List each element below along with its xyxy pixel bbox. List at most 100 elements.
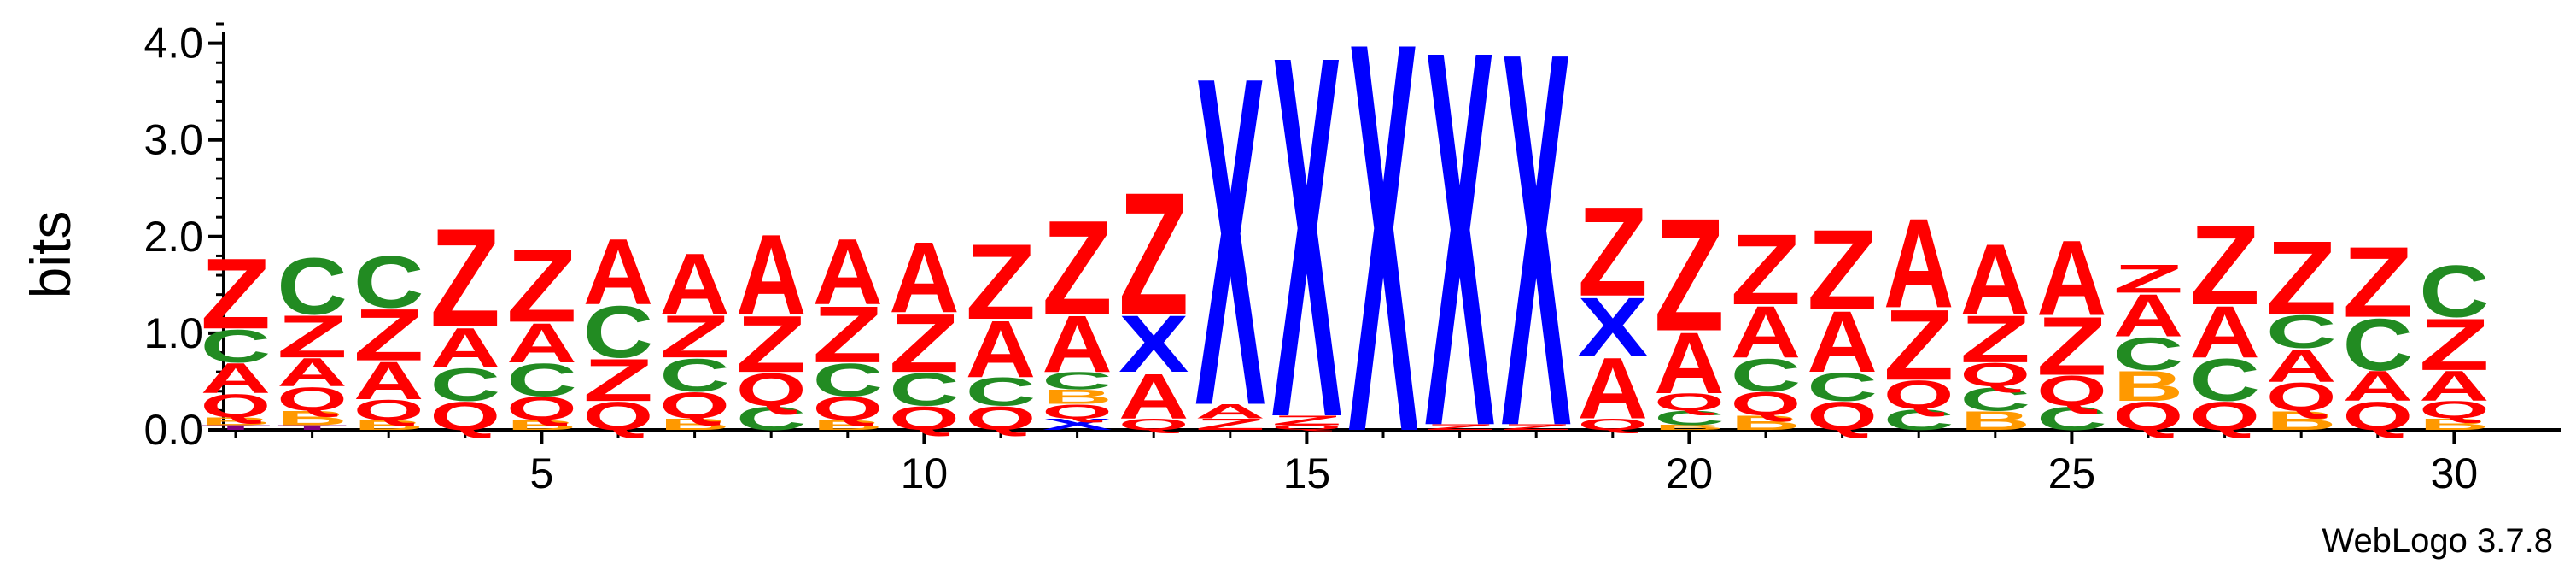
logo-letter: Z [2419, 303, 2489, 386]
x-tick-label: 20 [1666, 450, 1714, 497]
logo-letter: Z [353, 294, 423, 377]
position-stack: X [1348, 0, 1419, 549]
logo-letter: Q [889, 400, 959, 438]
x-tick-label: 5 [529, 450, 553, 497]
logo-letter: Q [2343, 394, 2413, 438]
weblogo-version-label: WebLogo 3.7.8 [2322, 522, 2553, 560]
logo-letter: C [1960, 380, 2030, 418]
logo-letter: Q [1731, 385, 1801, 423]
logo-letter: Z [813, 290, 883, 379]
logo-letter: B [201, 415, 271, 427]
logo-letter: A [277, 350, 347, 395]
logo-letter: Q [201, 387, 271, 425]
logo-letter: Q [1807, 394, 1877, 438]
logo-letter: A [966, 304, 1036, 394]
logo-letter: C [2189, 347, 2259, 414]
logo-letter: Q [1271, 424, 1341, 432]
logo-letter: B [1731, 412, 1801, 434]
logo-letter: A [2266, 339, 2336, 391]
x-tick-label: 15 [1283, 450, 1331, 497]
logo-letter: Q [659, 385, 729, 426]
logo-letter: Z [1195, 415, 1265, 433]
y-axis-label: bits [19, 211, 82, 299]
logo-letter: Z [1960, 302, 2030, 377]
logo-letter: C [736, 400, 806, 438]
logo-letter: Z [1731, 213, 1801, 326]
logo-letter: X [1195, 0, 1266, 504]
y-tick-label: 3.0 [143, 116, 203, 164]
logo-letter: C [430, 358, 500, 410]
logo-letter: T [201, 424, 271, 432]
y-axis: 0.0 1.0 2.0 3.0 4.0 [143, 20, 225, 454]
position-stack: ZX [1501, 0, 1572, 538]
logo-letter: C [2343, 303, 2413, 385]
logo-letter: A [201, 354, 271, 402]
logo-letter: Z [1578, 181, 1648, 324]
logo-letter: C [1654, 407, 1724, 429]
logo-letter: B [2266, 405, 2336, 435]
logo-letter: C [966, 369, 1036, 414]
logo-letter: Z [2036, 299, 2106, 392]
logo-letter: C [201, 320, 271, 372]
logo-letter: Z [2266, 220, 2336, 337]
logo-letter: A [1884, 193, 1954, 335]
logo-letter: A [2036, 218, 2106, 338]
logo-letter: Z [2113, 256, 2183, 301]
logo-letter: A [2343, 361, 2413, 409]
logo-letter: B [1960, 405, 2030, 435]
logo-letter: Z [1884, 288, 1954, 401]
logo-letter: Z [583, 346, 653, 414]
logo-letter: Q [813, 390, 883, 427]
logo-letter: A [1119, 361, 1189, 432]
x-tick-label: 10 [901, 450, 949, 497]
logo-letter: Q [1042, 401, 1112, 423]
logo-letter: Z [1424, 423, 1494, 432]
logo-letter: A [1960, 223, 2030, 336]
logo-letter: C [813, 354, 883, 406]
logo-letter: Q [2036, 367, 2106, 414]
logo-letter: Q [1960, 356, 2030, 394]
logo-letter: A [2113, 282, 2183, 350]
logo-letter: A [1654, 314, 1724, 412]
logo-letter: Z [506, 227, 576, 344]
logo-letter: A [1042, 300, 1112, 390]
logo-letter: Z [1807, 206, 1877, 333]
logo-letter: Z [1654, 185, 1724, 364]
logo-letter: Z [2189, 202, 2259, 329]
logo-letter: B [2113, 361, 2183, 409]
logo-letter: Z [1271, 413, 1341, 427]
logo-letter: A [583, 220, 653, 325]
logo-letter: A [813, 220, 883, 325]
logo-letter: Q [506, 390, 576, 427]
logo-letter: B [813, 418, 883, 433]
logo-letter: Z [736, 299, 806, 389]
logo-letter: Z [201, 237, 271, 350]
logo-letter: C [2036, 400, 2106, 438]
logo-letter: B [506, 418, 576, 433]
letter-stacks: TBQACZTBQAZCBQAZCQCAZBQCAZQZCABQCZACQZAB… [201, 0, 2490, 549]
logo-letter: C [506, 354, 576, 406]
position-stack: QZX [1271, 0, 1342, 526]
logo-letter: Z [966, 221, 1036, 342]
logo-letter: A [2189, 291, 2259, 373]
y-tick-label: 0.0 [143, 406, 203, 454]
logo-letter: C [1042, 367, 1112, 395]
logo-letter: Q [430, 394, 500, 438]
logo-letter: X [1119, 300, 1189, 390]
logo-letter: Q [277, 380, 347, 418]
logo-letter: C [353, 241, 423, 323]
logo-letter: X [1348, 0, 1419, 549]
logo-letter: B [1042, 385, 1112, 408]
